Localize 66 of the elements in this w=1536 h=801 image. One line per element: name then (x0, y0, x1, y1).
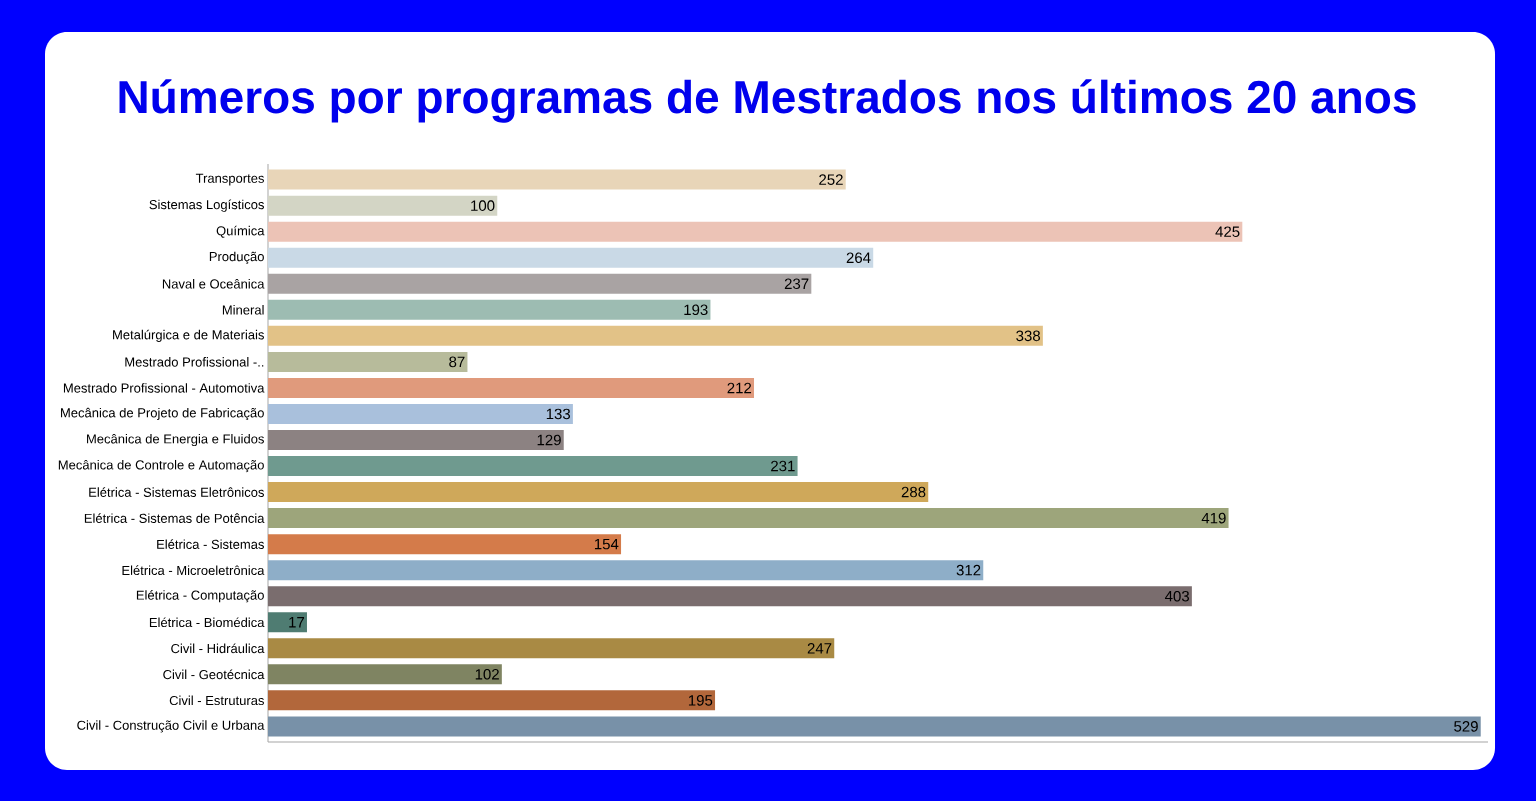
bar (268, 664, 502, 685)
data-label: 338 (1016, 330, 1041, 342)
data-label: 231 (771, 460, 795, 472)
y-tick-label: Civil - Construção Civil e Urbana (77, 720, 265, 733)
bar (268, 638, 835, 659)
bar (268, 169, 846, 190)
bar (268, 351, 468, 372)
data-label: 312 (956, 564, 981, 576)
bar (268, 299, 711, 320)
data-label: 419 (1201, 512, 1226, 524)
y-tick-label: Civil - Hidráulica (171, 643, 265, 654)
y-tick-label: Elétrica - Microeletrônica (122, 565, 265, 576)
y-tick-label: Mecânica de Energia e Fluidos (87, 433, 264, 447)
y-tick-label: Civil - Geotécnica (163, 669, 265, 680)
y-tick-label: Química (216, 225, 265, 238)
data-label: 17 (289, 617, 305, 628)
y-tick-label: Naval e Oceânica (162, 278, 265, 289)
y-tick-label: Elétrica - Biomédica (149, 617, 265, 628)
bar (268, 377, 755, 398)
y-tick-label: Mestrado Profissional -.. (125, 357, 264, 367)
y-tick-label: Elétrica - Sistemas (157, 539, 264, 549)
bar (268, 429, 564, 450)
bar (268, 612, 307, 633)
y-tick-label: Elétrica - Sistemas de Potência (84, 513, 265, 523)
data-label: 247 (807, 643, 832, 654)
data-label: 102 (475, 669, 499, 680)
y-tick-label: Elétrica - Sistemas Eletrônicos (89, 487, 264, 497)
y-tick-label: Civil - Estruturas (169, 695, 264, 706)
data-label: 264 (846, 252, 871, 264)
bar (268, 403, 573, 424)
data-label: 87 (449, 356, 465, 368)
y-tick-label: Mecânica de Controle e Automação (58, 459, 264, 473)
bar (268, 456, 798, 477)
y-tick-label: Produção (209, 251, 264, 264)
data-label: 425 (1215, 226, 1240, 237)
y-tick-label: Mecânica de Projeto de Fabricação (61, 407, 264, 421)
y-tick-label: Metalúrgica e de Materiais (113, 329, 264, 342)
bar (268, 508, 1229, 529)
bar (268, 325, 1043, 346)
data-label: 100 (471, 200, 495, 211)
data-label: 133 (546, 408, 571, 420)
data-label: 252 (819, 174, 843, 185)
y-tick-label: Elétrica - Computação (136, 590, 264, 603)
bar (268, 586, 1192, 607)
bar (268, 716, 1481, 737)
data-label: 288 (901, 486, 926, 498)
data-label: 529 (1454, 721, 1478, 732)
data-label: 212 (727, 382, 752, 394)
y-tick-label: Mestrado Profissional - Automotiva (63, 383, 265, 393)
bar (268, 221, 1243, 242)
bar (268, 560, 984, 581)
bar (268, 482, 929, 503)
data-label: 237 (784, 278, 809, 290)
data-label: 195 (688, 695, 713, 706)
bar (268, 690, 716, 711)
y-tick-label: Transportes (195, 173, 264, 186)
bar (268, 247, 874, 268)
data-label: 403 (1165, 590, 1190, 602)
chart-title: Números por programas de Mestrados nos últimos 20 anos (119, 79, 1416, 123)
data-label: 129 (537, 434, 561, 446)
data-label: 154 (594, 538, 619, 550)
data-label: 193 (684, 304, 708, 316)
y-tick-label: Mineral (222, 305, 264, 315)
y-tick-label: Sistemas Logísticos (149, 199, 264, 212)
bar (268, 195, 498, 216)
bar (268, 534, 622, 555)
